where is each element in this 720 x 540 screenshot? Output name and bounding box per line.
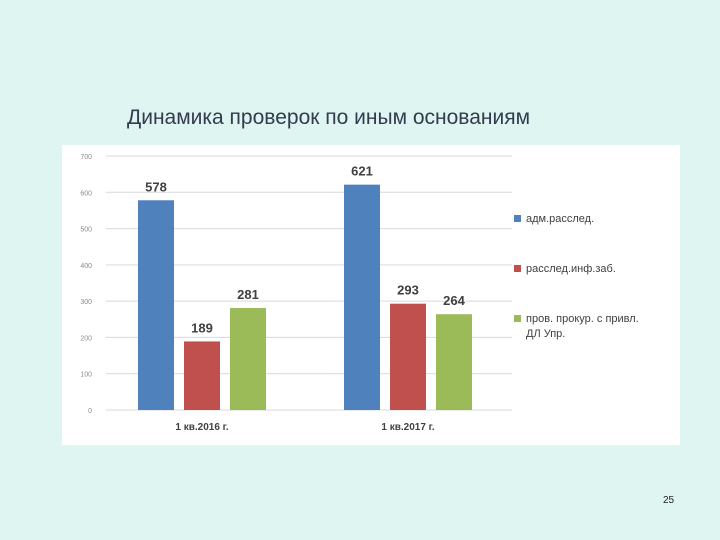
data-label-3-1: 281 [237, 287, 259, 302]
bar-2-1 [184, 341, 220, 410]
data-label-3-2: 264 [443, 293, 465, 308]
legend-label-3: пров. прокур. с привл. ДЛ Упр. [526, 313, 639, 340]
y-tick-label-300: 300 [80, 299, 92, 306]
legend-swatch-3 [514, 315, 521, 322]
chart-panel: 0 100 200 300 400 500 600 700 578 189 281 1 кв.2016… [62, 145, 680, 445]
bar-3-2 [436, 314, 472, 410]
y-tick-label-400: 400 [80, 263, 92, 270]
y-tick-label-700: 700 [80, 154, 92, 161]
bar-1-1 [138, 200, 174, 410]
data-label-2-1: 189 [191, 320, 213, 335]
bar-1-2 [344, 184, 380, 410]
y-tick-label-500: 500 [80, 227, 92, 234]
slide-title: Динамика проверок по иным основаниям [127, 106, 531, 129]
legend-label-2: расслед.инф.заб. [526, 263, 616, 275]
legend-swatch-2 [514, 265, 521, 272]
y-tick-label-600: 600 [80, 190, 92, 197]
data-label-2-2: 293 [397, 283, 419, 298]
y-tick-label-200: 200 [80, 335, 92, 342]
y-tick-label-0: 0 [88, 408, 92, 415]
data-label-1-2: 621 [351, 164, 373, 179]
page-number: 25 [663, 495, 675, 506]
data-label-1-1: 578 [145, 179, 167, 194]
x-tick-label-1: 1 кв.2016 г. [175, 422, 228, 433]
y-tick-label-100: 100 [80, 372, 92, 379]
bar-chart: 0 100 200 300 400 500 600 700 578 189 281 1 кв.2016… [80, 154, 639, 433]
bar-3-1 [230, 308, 266, 410]
legend-swatch-1 [514, 215, 521, 222]
bar-2-2 [390, 303, 426, 410]
legend-label-1: адм.расслед. [526, 213, 594, 225]
x-tick-label-2: 1 кв.2017 г. [381, 422, 434, 433]
